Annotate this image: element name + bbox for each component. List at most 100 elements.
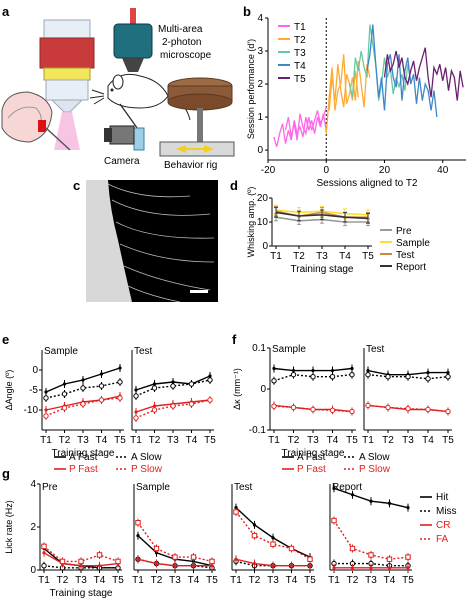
- point-a-slow: [188, 381, 195, 387]
- mouse-whiskers: [89, 89, 105, 105]
- point-p-slow: [188, 401, 195, 407]
- y-axis-label: Session performance (d'): [246, 39, 256, 139]
- point-fa: [386, 556, 393, 562]
- y-tick-label: 20: [257, 193, 269, 204]
- point-cr: [350, 566, 355, 570]
- point-a-fast: [330, 368, 335, 373]
- microscope-label-line1: Multi-area: [158, 24, 203, 35]
- x-tick-label: T4: [188, 575, 200, 586]
- y-tick-label: -10: [24, 405, 39, 416]
- point-a-slow: [445, 374, 451, 380]
- x-tick-label: T3: [267, 575, 279, 586]
- x-tick-label: 40: [437, 165, 449, 176]
- x-tick-label: T2: [288, 435, 300, 446]
- x-tick-label: T3: [77, 435, 89, 446]
- panel-label-b: b: [243, 4, 251, 19]
- point-p-slow: [310, 406, 316, 413]
- point-p-slow: [349, 408, 355, 415]
- point-cr: [173, 564, 177, 568]
- camera-body: [109, 125, 135, 145]
- x-tick-label: T1: [268, 435, 280, 446]
- point-a-slow: [133, 393, 139, 399]
- point-cr: [406, 566, 410, 570]
- point-a-fast: [44, 390, 48, 394]
- point-p-slow: [271, 403, 277, 409]
- point-cr: [210, 564, 214, 568]
- point-fa: [209, 558, 215, 565]
- y-tick-label: 4: [257, 13, 263, 24]
- x-tick-label: T5: [112, 575, 124, 586]
- x-tick-label: T4: [96, 435, 108, 446]
- legend-label-a-fast: A Fast: [69, 452, 98, 463]
- point-a-fast: [272, 366, 276, 371]
- point-a-slow: [365, 371, 371, 378]
- light-cone: [54, 112, 80, 150]
- series-line-p-slow: [45, 397, 121, 417]
- y-tick-label: 4: [30, 479, 36, 490]
- point-fa: [59, 558, 66, 565]
- x-tick-label: T1: [362, 435, 374, 446]
- series-line-a-slow: [135, 379, 211, 397]
- legend-label-p-fast: P Fast: [69, 464, 98, 475]
- y-axis-label: Δκ (mm⁻¹): [232, 368, 242, 410]
- point-a-slow: [207, 377, 213, 383]
- panel-label-a: a: [2, 4, 10, 19]
- point-a-fast: [118, 366, 122, 370]
- x-tick-label: T2: [347, 575, 359, 586]
- x-axis-label: Training stage: [50, 588, 113, 599]
- point-cr: [289, 564, 294, 568]
- series-line-fa: [235, 511, 311, 560]
- microscope-objective: [122, 58, 144, 72]
- point-fa: [251, 532, 258, 539]
- x-tick-label: T4: [94, 575, 106, 586]
- y-tick-label: 10: [257, 217, 269, 228]
- point-cr: [271, 564, 275, 568]
- point-fa: [233, 509, 239, 515]
- camera-lens: [104, 128, 112, 142]
- scale-bar: [190, 290, 208, 293]
- point-cr: [252, 561, 257, 566]
- x-tick-label: T1: [38, 575, 50, 586]
- point-hit: [136, 534, 140, 538]
- objective-top: [43, 19, 91, 39]
- series-line-t1: [273, 113, 327, 147]
- series-line-p-slow: [135, 399, 211, 419]
- legend-label-t3: T3: [294, 48, 306, 59]
- point-a-slow: [98, 383, 105, 389]
- x-tick-label: T3: [402, 435, 414, 446]
- x-tick-label: T3: [307, 435, 319, 446]
- x-tick-label: 0: [323, 165, 329, 176]
- point-a-fast: [291, 368, 296, 373]
- point-a-slow: [151, 385, 158, 391]
- x-tick-label: T4: [422, 435, 434, 446]
- legend-label-t1: T1: [294, 22, 306, 33]
- point-a-slow: [349, 371, 355, 378]
- point-fa: [288, 545, 295, 552]
- point-hit: [406, 506, 410, 510]
- point-a-fast: [350, 366, 354, 371]
- x-tick-label: T1: [230, 575, 242, 586]
- rig-arrow-right-icon: [204, 145, 214, 153]
- y-tick-label: 2: [30, 522, 36, 533]
- point-fa: [270, 541, 276, 547]
- x-tick-label: T4: [339, 251, 351, 262]
- x-tick-label: T2: [382, 435, 394, 446]
- point-a-slow: [170, 383, 176, 389]
- legend-label-a-slow: A Slow: [131, 452, 162, 463]
- point-fa: [307, 556, 313, 562]
- x-tick-label: -20: [261, 165, 276, 176]
- point-p-slow: [329, 407, 336, 414]
- microscope-head: [113, 23, 153, 59]
- brain-target-region: [38, 120, 46, 132]
- legend-label-a-fast: A Fast: [297, 452, 326, 463]
- panel-b-chart: -20 0 20 40 0 1 2 3 4 Sessions aligned to T2 Sessi…: [246, 13, 466, 189]
- point-fa: [190, 554, 197, 560]
- x-tick-label: T5: [362, 251, 374, 262]
- point-p-slow: [133, 415, 139, 421]
- point-p-slow: [405, 405, 411, 412]
- y-tick-label: -5: [29, 385, 38, 396]
- objective-red-band: [39, 37, 95, 69]
- whisker-pole: [119, 103, 141, 133]
- panel-label-f: f: [232, 332, 237, 347]
- rig-label: Behavior rig: [164, 160, 217, 171]
